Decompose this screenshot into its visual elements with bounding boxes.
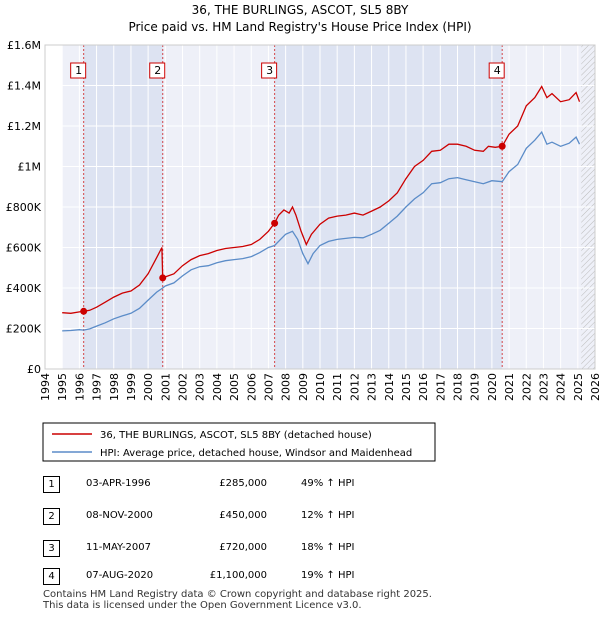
plot-frame <box>44 44 596 370</box>
y-tick-label: £600K <box>6 242 42 255</box>
x-tick-label: 2005 <box>228 373 241 401</box>
sale-number-badge: 4 <box>43 568 60 585</box>
sale-hpi-diff: 18% ↑ HPI <box>301 542 355 553</box>
sale-point <box>80 307 88 315</box>
sale-point <box>498 142 506 150</box>
x-tick-label: 1994 <box>39 373 52 401</box>
sale-hpi-diff: 19% ↑ HPI <box>301 570 355 581</box>
sale-number-badge: 2 <box>43 508 60 525</box>
x-tick-label: 1996 <box>73 373 86 401</box>
x-tick-label: 2013 <box>366 373 379 401</box>
x-tick-label: 2025 <box>572 373 585 401</box>
x-tick-label: 2014 <box>383 373 396 401</box>
x-tick-label: 2001 <box>159 373 172 401</box>
footer-license: This data is licensed under the Open Gov… <box>43 600 362 611</box>
sale-price: £1,100,000 <box>209 570 267 581</box>
legend: 36, THE BURLINGS, ASCOT, SL5 8BY (detach… <box>42 422 436 462</box>
y-tick-label: £400K <box>6 282 42 295</box>
legend-property-label: 36, THE BURLINGS, ASCOT, SL5 8BY (detach… <box>100 430 372 441</box>
table-row: 4 07-AUG-2020 £1,100,000 19% ↑ HPI <box>43 568 463 586</box>
sale-point <box>159 274 167 282</box>
x-tick-label: 1998 <box>108 373 121 401</box>
y-tick-label: £1.4M <box>7 80 41 93</box>
x-tick-label: 2004 <box>211 373 224 401</box>
sale-date: 07-AUG-2020 <box>86 570 154 581</box>
x-tick-label: 2006 <box>245 373 258 401</box>
x-tick-label: 2008 <box>280 373 293 401</box>
x-tick-label: 1999 <box>125 373 138 401</box>
x-tick-label: 2023 <box>537 373 550 401</box>
y-tick-label: £1.2M <box>7 120 41 133</box>
x-tick-label: 2015 <box>400 373 413 401</box>
y-tick-label: £800K <box>6 201 42 214</box>
sale-label: 1 <box>75 64 82 77</box>
x-tick-label: 2020 <box>486 373 499 401</box>
chart-title: 36, THE BURLINGS, ASCOT, SL5 8BY <box>192 3 409 17</box>
sale-number-badge: 3 <box>43 540 60 557</box>
legend-hpi-label: HPI: Average price, detached house, Wind… <box>100 448 412 459</box>
sale-price: £720,000 <box>219 542 267 553</box>
footer: Contains HM Land Registry data © Crown c… <box>43 589 432 611</box>
y-tick-label: £1M <box>18 161 42 174</box>
x-tick-label: 2007 <box>262 373 275 401</box>
sale-number-badge: 1 <box>43 476 60 493</box>
table-row: 1 03-APR-1996 £285,000 49% ↑ HPI <box>43 476 463 494</box>
sale-date: 11-MAY-2007 <box>86 542 152 553</box>
hpi-series-line <box>62 130 581 332</box>
x-tick-label: 2026 <box>589 373 600 401</box>
x-tick-label: 2019 <box>469 373 482 401</box>
x-tick-label: 2009 <box>297 373 310 401</box>
sale-label: 4 <box>494 64 501 77</box>
x-tick-label: 2018 <box>452 373 465 401</box>
x-tick-label: 1995 <box>56 373 69 401</box>
price-chart: 36, THE BURLINGS, ASCOT, SL5 8BY Price p… <box>6 3 600 462</box>
x-tick-label: 2002 <box>177 373 190 401</box>
x-tick-label: 2010 <box>314 373 327 401</box>
x-tick-label: 2003 <box>194 373 207 401</box>
x-tick-label: 2024 <box>555 373 568 401</box>
x-tick-label: 2000 <box>142 373 155 401</box>
sale-date: 03-APR-1996 <box>86 478 151 489</box>
table-row: 2 08-NOV-2000 £450,000 12% ↑ HPI <box>43 508 463 526</box>
y-tick-label: £200K <box>6 323 42 336</box>
sale-label-box <box>488 62 505 79</box>
sale-label-box <box>261 62 278 79</box>
table-row: 3 11-MAY-2007 £720,000 18% ↑ HPI <box>43 540 463 558</box>
sale-label-box <box>70 62 87 79</box>
y-tick-label: £1.6M <box>7 39 41 52</box>
chart-subtitle: Price paid vs. HM Land Registry's House … <box>128 20 471 34</box>
x-tick-label: 1997 <box>91 373 104 401</box>
property-series-line <box>62 85 581 314</box>
sale-hpi-diff: 49% ↑ HPI <box>301 478 355 489</box>
footer-copyright: Contains HM Land Registry data © Crown c… <box>43 589 432 600</box>
sale-label-box <box>149 62 166 79</box>
x-tick-label: 2017 <box>434 373 447 401</box>
sale-date: 08-NOV-2000 <box>86 510 153 521</box>
sale-price: £450,000 <box>219 510 267 521</box>
x-tick-label: 2021 <box>503 373 516 401</box>
x-tick-label: 2011 <box>331 373 344 401</box>
x-tick-label: 2022 <box>520 373 533 401</box>
legend-box <box>42 422 436 462</box>
sale-point <box>271 219 279 227</box>
sale-label: 3 <box>266 64 273 77</box>
sale-price: £285,000 <box>219 478 267 489</box>
x-tick-label: 2012 <box>348 373 361 401</box>
sale-label: 2 <box>154 64 161 77</box>
x-tick-label: 2016 <box>417 373 430 401</box>
y-tick-label: £0 <box>27 363 41 376</box>
sale-hpi-diff: 12% ↑ HPI <box>301 510 355 521</box>
